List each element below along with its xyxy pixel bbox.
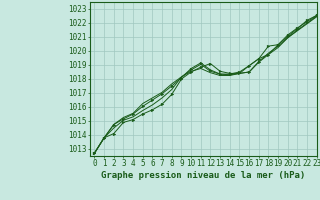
X-axis label: Graphe pression niveau de la mer (hPa): Graphe pression niveau de la mer (hPa) <box>101 171 305 180</box>
